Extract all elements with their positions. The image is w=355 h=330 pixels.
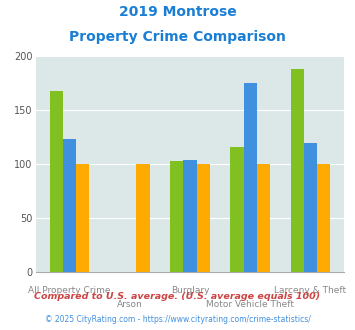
Bar: [230, 147, 244, 272]
Text: © 2025 CityRating.com - https://www.cityrating.com/crime-statistics/: © 2025 CityRating.com - https://www.city…: [45, 315, 310, 324]
Bar: [170, 161, 183, 272]
Text: 2019 Montrose: 2019 Montrose: [119, 5, 236, 19]
Text: All Property Crime: All Property Crime: [28, 286, 111, 295]
Text: Burglary: Burglary: [171, 286, 209, 295]
Text: Compared to U.S. average. (U.S. average equals 100): Compared to U.S. average. (U.S. average …: [34, 292, 321, 301]
Bar: [197, 164, 210, 272]
Text: Property Crime Comparison: Property Crime Comparison: [69, 30, 286, 44]
Bar: [183, 160, 197, 272]
Bar: [244, 83, 257, 272]
Text: Arson: Arson: [117, 300, 143, 309]
Text: Larceny & Theft: Larceny & Theft: [274, 286, 346, 295]
Bar: [136, 164, 149, 272]
Bar: [76, 164, 89, 272]
Text: Motor Vehicle Theft: Motor Vehicle Theft: [206, 300, 294, 309]
Bar: [304, 143, 317, 272]
Bar: [290, 69, 304, 272]
Bar: [257, 164, 270, 272]
Bar: [50, 91, 63, 272]
Bar: [317, 164, 330, 272]
Bar: [63, 139, 76, 272]
